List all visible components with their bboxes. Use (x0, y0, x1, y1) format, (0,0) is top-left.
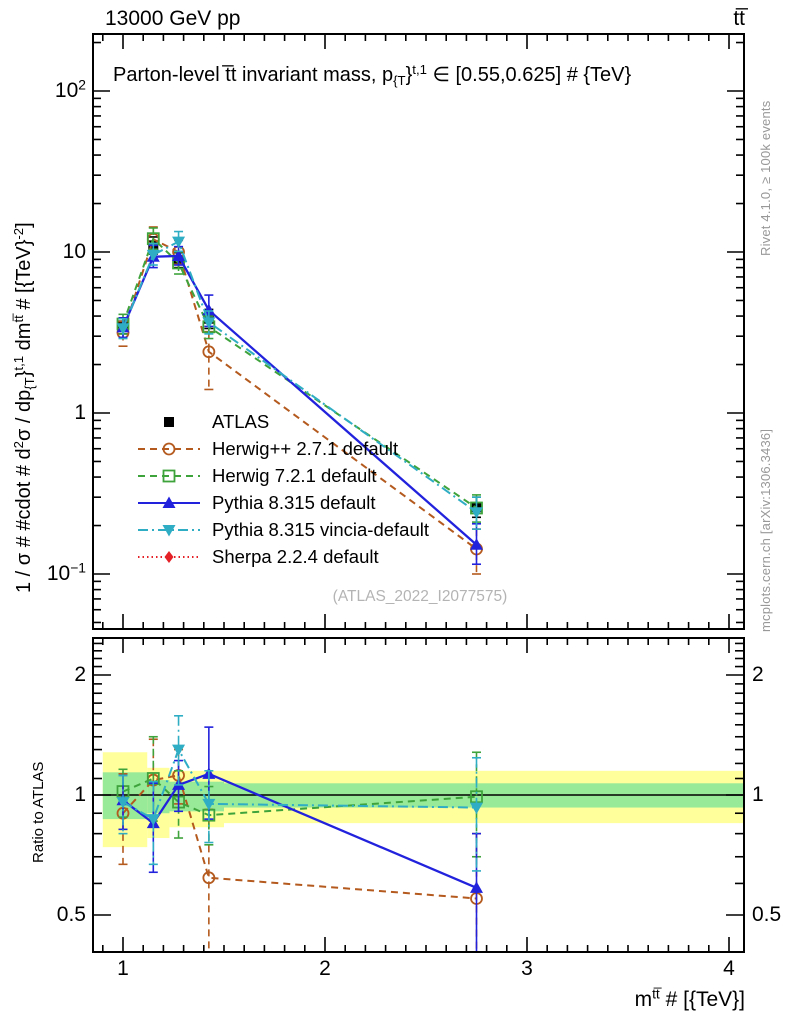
legend-label-pythia: Pythia 8.315 default (212, 491, 376, 513)
analysis-watermark: (ATLAS_2022_I2077575) (332, 588, 508, 605)
ratio-series-pythia (116, 726, 483, 952)
main-panel-canvas (92, 33, 745, 630)
ratio-panel-canvas (92, 637, 745, 953)
legend-marker-atlas (164, 416, 174, 427)
legend-item-herwig7: Herwig 7.2.1 default (136, 462, 429, 489)
ratio-y-tick-label-left: 2 (74, 663, 86, 686)
legend-item-herwigpp: Herwig++ 2.7.1 default (136, 435, 429, 462)
ratio-panel-frame (92, 637, 745, 953)
legend-item-pythia: Pythia 8.315 default (136, 489, 429, 516)
legend-label-atlas: ATLAS (212, 410, 270, 432)
main-panel-frame (92, 33, 745, 630)
legend-marker-sherpa (138, 550, 200, 563)
x-tick-label-1: 1 (117, 957, 129, 980)
legend-label-sherpa: Sherpa 2.2.4 default (212, 545, 379, 567)
legend-item-sherpa: Sherpa 2.2.4 default (136, 543, 429, 570)
main-y-tick-label: 10−1 (46, 559, 86, 585)
plot-title: Parton-level t̅t invariant mass, p{T}t,1… (113, 61, 632, 88)
main-series-vincia (116, 230, 483, 530)
ratio-data (116, 715, 483, 952)
x-axis-title: mtt̅ # [{TeV}] (634, 985, 745, 1011)
main-plot-panel (92, 33, 745, 630)
legend-item-vincia: Pythia 8.315 vincia-default (136, 516, 429, 543)
legend: ATLAS Herwig++ 2.7.1 default Herwig 7.2.1 … (136, 408, 429, 570)
main-y-tick-label: 1 (74, 401, 86, 424)
main-data (116, 226, 483, 575)
legend-marker-pythia (138, 496, 200, 508)
legend-label-herwig7: Herwig 7.2.1 default (212, 464, 377, 486)
legend-label-vincia: Pythia 8.315 vincia-default (212, 518, 429, 540)
legend-marker-herwig7 (138, 469, 200, 482)
legend-label-herwigpp: Herwig++ 2.7.1 default (212, 437, 399, 459)
main-y-tick-label: 10 (62, 240, 86, 263)
legend-marker-herwigpp (138, 442, 200, 455)
ratio-y-tick-label-left: 0.5 (56, 903, 86, 926)
x-tick-label-2: 2 (319, 957, 331, 980)
ratio-plot-panel (92, 637, 745, 953)
ratio-y-tick-label-left: 1 (74, 783, 86, 806)
ratio-y-tick-label-right: 1 (752, 783, 764, 806)
ratio-y-tick-label-right: 0.5 (752, 903, 782, 926)
mcplots-arxiv-label: mcplots.cern.ch [arXiv:1306.3436] (758, 428, 773, 632)
legend-item-atlas: ATLAS (136, 408, 429, 435)
beam-energy-label: 13000 GeV pp (105, 7, 241, 30)
legend-marker-vincia (138, 524, 200, 536)
main-ticks (93, 34, 744, 629)
main-y-tick-label: 102 (54, 76, 86, 102)
rivet-version-label: Rivet 4.1.0, ≥ 100k events (758, 100, 773, 256)
process-label: tt̅ (733, 7, 745, 30)
x-tick-label-4: 4 (723, 957, 735, 980)
ratio-series-vincia (116, 715, 483, 872)
ratio-y-tick-label-right: 2 (752, 663, 764, 686)
x-tick-label-3: 3 (521, 957, 533, 980)
ratio-y-axis-title: Ratio to ATLAS (30, 761, 47, 863)
